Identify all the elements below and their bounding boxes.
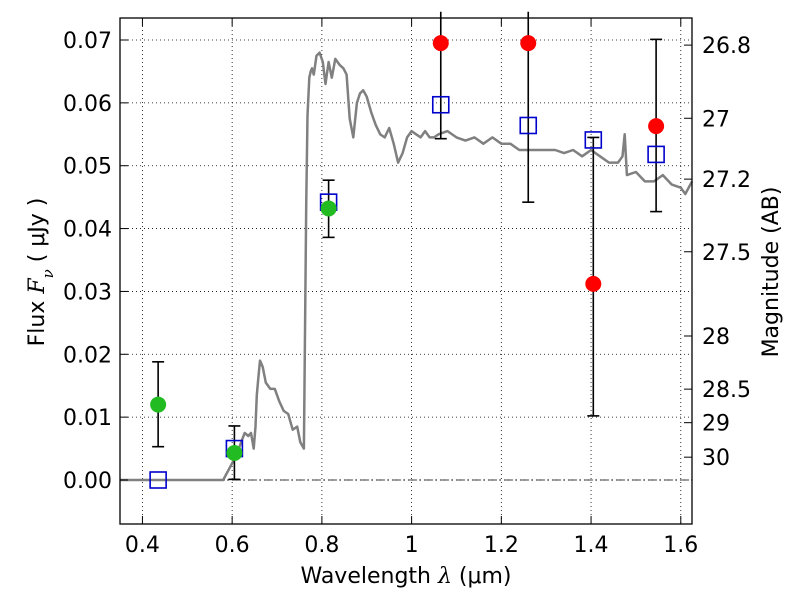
y-tick-label: 0.04 — [63, 218, 112, 243]
grid-layer — [120, 18, 692, 524]
model-square-marker — [149, 471, 167, 489]
y-tick-label: 0.06 — [63, 92, 112, 117]
model-square-marker — [519, 116, 538, 135]
x-axis-label-unit: (μm) — [452, 564, 512, 589]
y-axis-label-subscript: ν — [39, 269, 57, 278]
errorbar-layer — [152, 11, 663, 481]
tick-label-layer: 0.4 0.6 0.8 1 1.2 1.4 1.6 0.00 0.01 0.02 0.03 0.04 0… — [63, 29, 751, 558]
y-axis-label-symbol: F — [25, 278, 50, 295]
magnitude-tick-label: 27 — [702, 107, 730, 132]
red-data-point — [585, 275, 602, 292]
y-tick-label: 0.03 — [63, 280, 112, 305]
plot-frame — [119, 17, 693, 525]
green-data-point — [320, 200, 337, 217]
tick-layer — [120, 18, 692, 524]
x-axis-label-lambda: λ — [437, 564, 452, 589]
model-square-marker — [647, 145, 665, 164]
y-tick-label: 0.01 — [63, 406, 112, 431]
model-square-marker — [431, 95, 450, 114]
model-square-marker — [584, 131, 603, 149]
magnitude-tick-label: 28 — [702, 325, 730, 350]
red-data-point — [648, 118, 665, 135]
model-spectrum-line — [120, 51, 694, 482]
magnitude-axis-label: Magnitude (AB) — [759, 187, 784, 358]
y-tick-label: 0.02 — [63, 343, 112, 368]
y-axis-label: Flux Fν ( μJy ) — [25, 198, 57, 347]
red-data-point — [520, 35, 537, 52]
x-tick-label: 1.4 — [574, 533, 609, 558]
y-tick-label: 0.00 — [63, 469, 112, 494]
x-tick-label: 0.8 — [304, 533, 339, 558]
magnitude-tick-label: 27.2 — [702, 168, 751, 193]
model-square-layer — [149, 95, 665, 489]
magnitude-tick-label: 29 — [702, 412, 730, 437]
magnitude-tick-label: 26.8 — [702, 34, 751, 59]
magnitude-tick-label: 28.5 — [702, 378, 751, 403]
red-data-point — [432, 35, 449, 52]
x-tick-label: 0.4 — [125, 533, 160, 558]
green-data-point — [150, 396, 167, 413]
green-data-point — [226, 444, 243, 461]
y-axis-label-unit: ( μJy ) — [25, 198, 50, 270]
x-tick-label: 1 — [405, 533, 419, 558]
y-tick-label: 0.05 — [63, 155, 112, 180]
x-tick-label: 0.6 — [215, 533, 250, 558]
magnitude-tick-label: 30 — [702, 446, 730, 471]
data-point-layer — [150, 35, 665, 461]
y-tick-label: 0.07 — [63, 29, 112, 54]
magnitude-tick-label: 27.5 — [702, 241, 751, 266]
x-axis-label: Wavelength λ (μm) — [300, 564, 511, 589]
y-axis-label-prefix: Flux — [25, 294, 50, 347]
x-tick-label: 1.2 — [484, 533, 519, 558]
x-axis-label-prefix: Wavelength — [300, 564, 438, 589]
x-tick-label: 1.6 — [663, 533, 698, 558]
